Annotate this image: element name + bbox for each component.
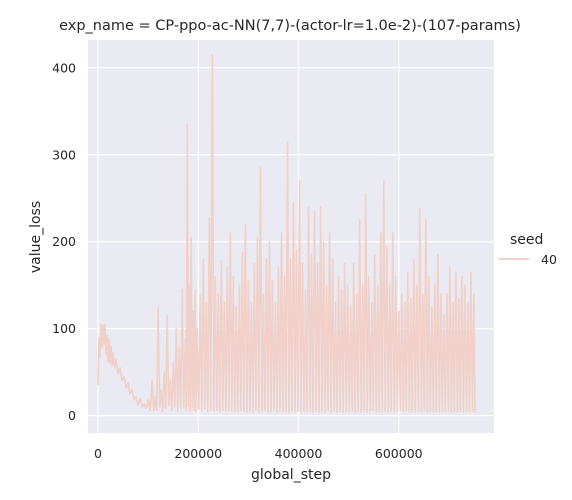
y-tick-label: 100 [52, 321, 76, 336]
y-tick-label: 0 [68, 408, 76, 423]
x-tick-label: 400000 [275, 446, 323, 461]
y-tick-label: 200 [52, 234, 76, 249]
legend: seed 40 [499, 232, 557, 267]
y-tick-label: 300 [52, 147, 76, 162]
x-tick-label: 0 [94, 446, 102, 461]
legend-entry-40: 40 [541, 252, 557, 267]
chart-title: exp_name = CP-ppo-ac-NN(7,7)-(actor-lr=1… [59, 18, 521, 34]
x-axis-label: global_step [251, 467, 331, 483]
y-tick-labels: 0 100 200 300 400 [52, 60, 76, 423]
x-tick-label: 600000 [375, 446, 423, 461]
y-axis-label: value_loss [28, 201, 44, 273]
x-tick-labels: 0 200000 400000 600000 [94, 446, 423, 461]
series-layer [97, 53, 476, 414]
x-tick-label: 200000 [174, 446, 222, 461]
series-line-40 [97, 53, 476, 414]
y-tick-label: 400 [52, 60, 76, 75]
legend-title: seed [510, 232, 543, 248]
